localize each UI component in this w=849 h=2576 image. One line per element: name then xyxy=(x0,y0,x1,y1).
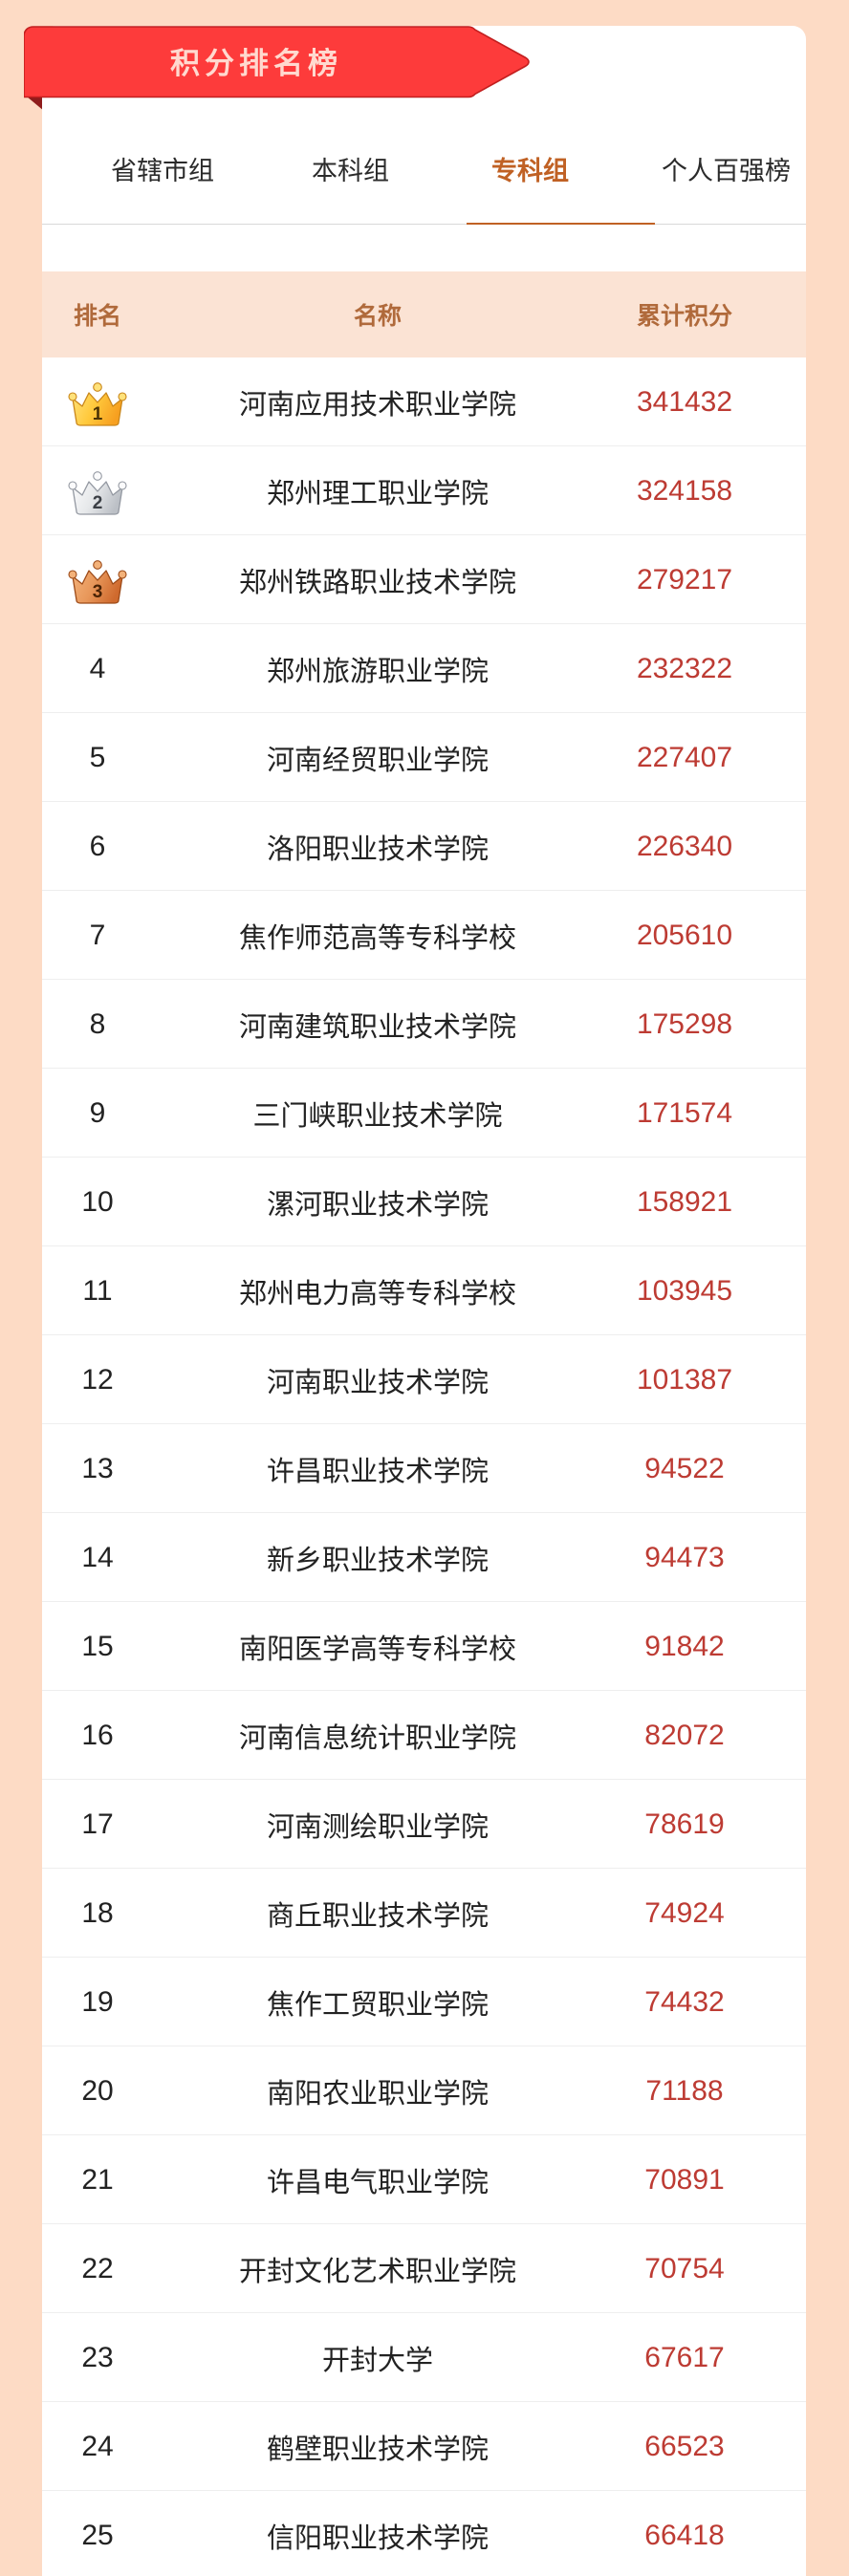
svg-text:2: 2 xyxy=(93,493,103,513)
svg-text:1: 1 xyxy=(93,404,103,424)
svg-text:3: 3 xyxy=(93,582,103,602)
